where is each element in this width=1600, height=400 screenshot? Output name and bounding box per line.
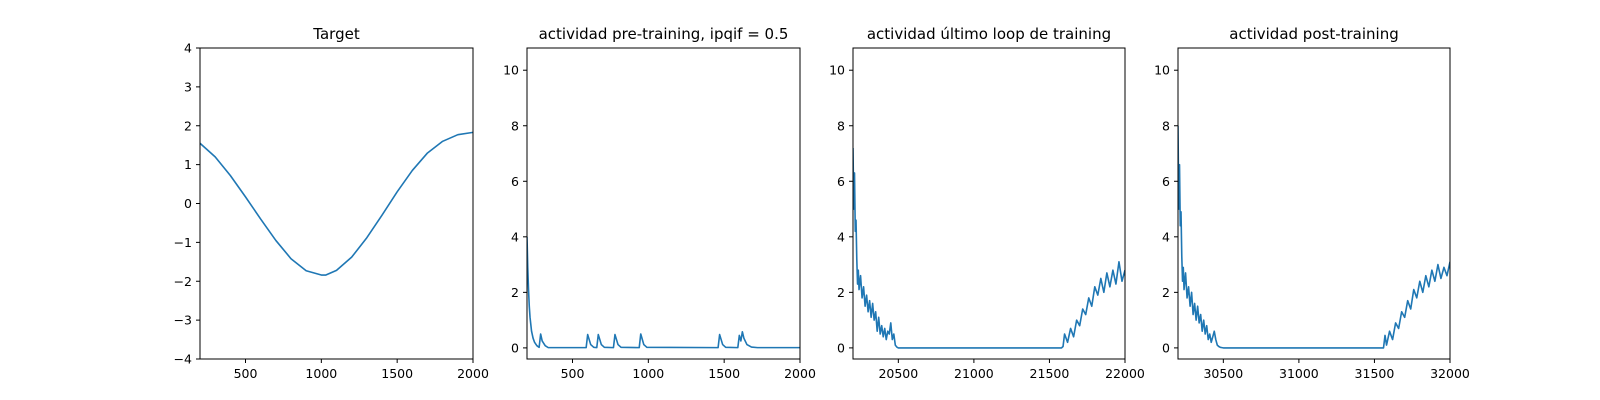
y-tick-label: −2 [174,274,192,289]
subplot-title: Target [312,25,360,43]
x-tick-label: 1000 [632,366,664,381]
subplot-2: actividad pre-training, ipqif = 0.5 500 10… [503,25,816,381]
series-line-1-1 [200,131,473,276]
y-tick-label: 6 [837,174,845,189]
x-tick-label: 21000 [954,366,994,381]
x-tick-label: 1500 [708,366,740,381]
axes-frame [199,47,474,360]
y-tick-label: 3 [184,79,192,94]
subplot-4: actividad post-training 30500 31000 31500 32… [1154,25,1470,381]
y-tick-label: 8 [511,118,519,133]
y-tick-label: 8 [1162,118,1170,133]
y-tick-label: 1 [184,157,192,172]
x-tick-label: 2000 [784,366,816,381]
x-tick-label: 31500 [1355,366,1395,381]
subplot-1: Target 500 1000 1500 2000 −4 −3 −2 −1 0 1 2 3 4 [174,25,489,381]
series-line-2-1 [527,236,800,349]
y-tick-label: 4 [1162,229,1170,244]
subplot-title: actividad post-training [1229,25,1398,43]
subplot-title: actividad último loop de training [867,25,1111,43]
y-tick-label: 2 [1162,285,1170,300]
y-tick-label: 2 [184,118,192,133]
y-tick-label: 2 [837,285,845,300]
y-tick-label: −4 [174,352,192,367]
y-tick-label: −1 [174,235,192,250]
x-tick-label: 30500 [1203,366,1243,381]
y-tick-label: 6 [511,174,519,189]
y-tick-label: 4 [184,41,192,56]
axes-frame [526,47,801,360]
x-tick-label: 20500 [878,366,918,381]
x-tick-label: 500 [234,366,258,381]
y-tick-label: −3 [174,313,192,328]
axes-frame [852,47,1126,360]
y-tick-label: 10 [829,63,845,78]
y-tick-label: 10 [503,63,519,78]
y-tick-label: 8 [837,118,845,133]
subplot-title: actividad pre-training, ipqif = 0.5 [539,25,789,43]
x-tick-label: 21500 [1030,366,1070,381]
axes-frame [1177,47,1451,360]
y-tick-label: 0 [184,196,192,211]
y-tick-label: 0 [837,340,845,355]
x-tick-label: 22000 [1105,366,1145,381]
x-tick-label: 31000 [1279,366,1319,381]
x-tick-label: 1500 [381,366,413,381]
y-tick-label: 4 [837,229,845,244]
y-tick-label: 0 [1162,340,1170,355]
y-tick-label: 10 [1154,63,1170,78]
y-tick-label: 6 [1162,174,1170,189]
x-tick-label: 1000 [305,366,337,381]
series-line-3-1 [853,147,1125,349]
y-tick-label: 4 [511,229,519,244]
series-line-4-1 [1178,125,1450,349]
y-tick-label: 2 [511,285,519,300]
y-tick-label: 0 [511,340,519,355]
x-tick-label: 32000 [1430,366,1470,381]
x-tick-label: 500 [561,366,585,381]
x-tick-label: 2000 [457,366,489,381]
